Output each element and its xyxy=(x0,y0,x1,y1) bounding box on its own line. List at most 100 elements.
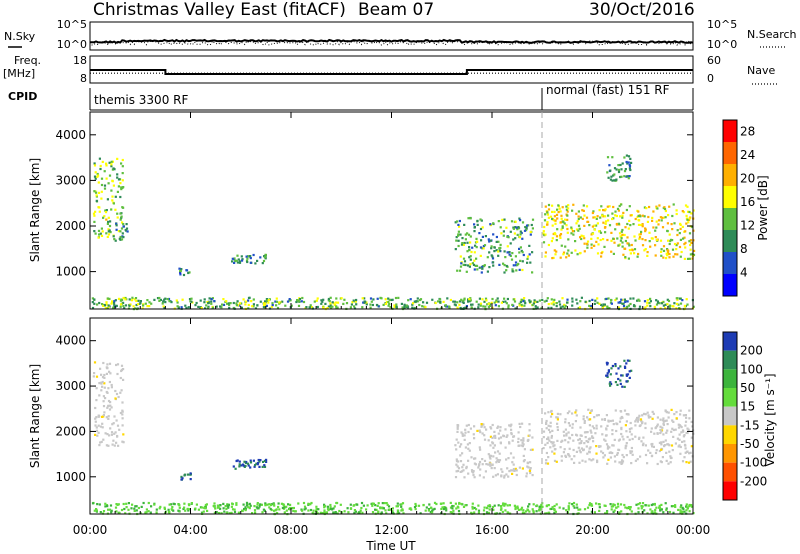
echo-cell xyxy=(689,460,692,463)
echo-cell xyxy=(104,397,107,400)
echo-cell xyxy=(579,216,582,219)
echo-cell xyxy=(107,387,110,390)
echo-cell xyxy=(629,451,632,455)
echo-cell xyxy=(489,426,492,429)
echo-cell xyxy=(518,236,521,239)
echo-cell xyxy=(618,204,621,208)
echo-cell xyxy=(627,155,631,158)
echo-cell xyxy=(99,232,102,235)
echo-cell xyxy=(411,303,414,306)
echo-cell xyxy=(355,298,358,302)
echo-cell xyxy=(176,301,179,304)
echo-cell xyxy=(286,300,290,303)
echo-cell xyxy=(145,508,148,511)
echo-cell xyxy=(620,510,623,513)
echo-cell xyxy=(637,507,640,510)
echo-cell xyxy=(625,374,628,377)
echo-cell xyxy=(665,509,668,512)
echo-cell xyxy=(607,297,610,300)
echo-cell xyxy=(397,296,400,299)
echo-cell xyxy=(508,470,511,473)
echo-cell xyxy=(679,297,682,300)
echo-cell xyxy=(497,437,501,440)
echo-cell xyxy=(202,510,205,513)
echo-cell xyxy=(623,503,626,507)
echo-cell xyxy=(146,305,149,308)
echo-cell xyxy=(519,246,522,249)
echo-cell xyxy=(604,222,607,225)
echo-cell xyxy=(118,511,121,515)
echo-cell xyxy=(469,263,472,266)
echo-cell xyxy=(640,505,643,508)
echo-cell xyxy=(252,459,255,462)
echo-cell xyxy=(545,505,548,508)
echo-cell xyxy=(544,205,547,208)
echo-cell xyxy=(133,509,136,512)
echo-cell xyxy=(484,470,487,473)
echo-cell xyxy=(379,507,382,510)
echo-cell xyxy=(434,301,437,305)
echo-cell xyxy=(465,465,468,468)
echo-cell xyxy=(403,306,406,309)
echo-cell xyxy=(95,375,99,378)
echo-cell xyxy=(528,469,531,472)
echo-cell xyxy=(606,238,609,242)
echo-cell xyxy=(388,508,391,511)
echo-cell xyxy=(121,158,124,162)
echo-cell xyxy=(628,165,632,168)
echo-cell xyxy=(356,503,359,506)
echo-cell xyxy=(684,414,687,417)
echo-cell xyxy=(116,190,119,193)
echo-cell xyxy=(173,503,176,506)
echo-cell xyxy=(147,510,150,513)
echo-cell xyxy=(679,452,682,455)
echo-cell xyxy=(557,204,560,207)
echo-cell xyxy=(343,510,346,513)
echo-cell xyxy=(665,410,668,414)
echo-cell xyxy=(178,504,181,507)
x-tick-label: 00:00 xyxy=(676,523,711,537)
echo-cell xyxy=(578,442,581,445)
echo-cell xyxy=(105,301,108,304)
echo-cell xyxy=(374,504,377,507)
echo-cell xyxy=(637,511,640,514)
echo-cell xyxy=(554,233,557,236)
echo-cell xyxy=(588,447,591,450)
echo-cell xyxy=(635,418,638,421)
echo-cell xyxy=(586,452,589,455)
echo-cell xyxy=(687,221,690,224)
echo-cell xyxy=(477,504,480,507)
echo-cell xyxy=(611,212,614,215)
echo-cell xyxy=(503,504,506,507)
echo-cell xyxy=(610,302,613,305)
echo-cell xyxy=(656,300,659,303)
echo-cell xyxy=(628,244,631,247)
echo-cell xyxy=(617,301,620,304)
echo-cell xyxy=(121,232,124,235)
echo-cell xyxy=(608,224,612,227)
echo-cell xyxy=(577,215,580,218)
echo-cell xyxy=(666,298,669,301)
echo-cell xyxy=(579,434,582,437)
echo-cell xyxy=(277,505,280,509)
echo-cell xyxy=(514,226,517,229)
colorbar-tick: -100 xyxy=(740,456,767,470)
echo-cell xyxy=(119,391,122,394)
echo-cell xyxy=(473,223,476,226)
echo-cell xyxy=(612,217,615,220)
echo-cell xyxy=(575,433,578,436)
echo-cell xyxy=(651,417,654,420)
echo-cell xyxy=(110,160,113,163)
echo-cell xyxy=(612,205,615,209)
echo-cell xyxy=(469,255,472,258)
echo-cell xyxy=(169,503,173,506)
echo-cell xyxy=(259,300,262,303)
echo-cell xyxy=(574,249,577,252)
echo-cell xyxy=(493,301,496,304)
echo-cell xyxy=(643,215,646,218)
echo-cell xyxy=(245,300,248,303)
echo-cell xyxy=(501,470,504,473)
echo-cell xyxy=(107,230,110,233)
echo-cell xyxy=(659,307,662,310)
echo-cell xyxy=(639,215,642,218)
